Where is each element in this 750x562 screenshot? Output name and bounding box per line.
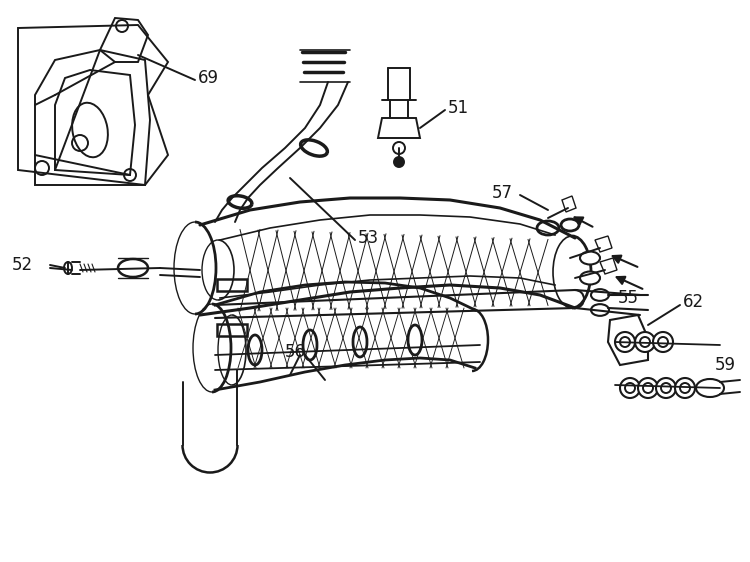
Ellipse shape xyxy=(591,289,609,301)
Text: 69: 69 xyxy=(198,69,219,87)
Text: 52: 52 xyxy=(12,256,33,274)
Circle shape xyxy=(653,332,673,352)
Ellipse shape xyxy=(696,379,724,397)
Text: 56: 56 xyxy=(285,343,306,361)
Ellipse shape xyxy=(591,304,609,316)
Circle shape xyxy=(638,378,658,398)
Ellipse shape xyxy=(580,252,600,265)
Circle shape xyxy=(656,378,676,398)
Ellipse shape xyxy=(537,221,559,235)
Circle shape xyxy=(635,332,655,352)
Text: 57: 57 xyxy=(492,184,513,202)
Ellipse shape xyxy=(580,271,600,284)
Circle shape xyxy=(675,378,695,398)
Circle shape xyxy=(615,332,635,352)
Circle shape xyxy=(620,378,640,398)
Text: 53: 53 xyxy=(358,229,379,247)
Text: 55: 55 xyxy=(618,289,639,307)
Text: 59: 59 xyxy=(715,356,736,374)
Circle shape xyxy=(394,157,404,167)
Ellipse shape xyxy=(118,259,148,277)
Ellipse shape xyxy=(561,219,579,231)
Text: 62: 62 xyxy=(683,293,704,311)
Text: 51: 51 xyxy=(448,99,470,117)
